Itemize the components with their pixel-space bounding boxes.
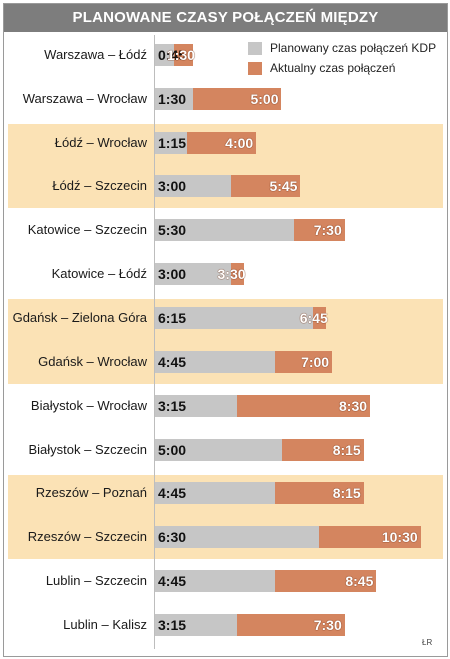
- actual-value-label: 5:00: [250, 90, 279, 107]
- row-label: Lublin – Szczecin: [45, 573, 147, 589]
- bar-actual: [173, 43, 193, 66]
- row-label: Rzeszów – Poznań: [35, 485, 147, 501]
- planned-value-label: 3:00: [158, 266, 187, 283]
- bar-actual: [230, 175, 301, 198]
- row-label: Łódź – Wrocław: [54, 134, 147, 150]
- bar-actual: [281, 438, 364, 461]
- planned-value-label: 1:15: [158, 134, 187, 151]
- planned-value-label: 4:45: [158, 353, 187, 370]
- row-label: Gdańsk – Wrocław: [38, 353, 147, 369]
- planned-value-label: 6:30: [158, 529, 187, 546]
- bar-planned: [155, 482, 276, 505]
- row-label: Rzeszów – Szczecin: [27, 529, 147, 545]
- row-label: Katowice – Szczecin: [27, 222, 147, 238]
- actual-value-label: 1:30: [166, 46, 195, 63]
- axis-line: [154, 35, 155, 649]
- actual-value-label: 8:45: [345, 573, 374, 590]
- planned-value-label: 3:15: [158, 397, 187, 414]
- actual-value-label: 7:30: [313, 616, 342, 633]
- chart-frame: PLANOWANE CZASY POŁĄCZEŃ MIĘDZY AGLOMERA…: [3, 3, 448, 657]
- planned-value-label: 6:15: [158, 310, 187, 327]
- bar-actual: [319, 526, 421, 549]
- bar-actual: [275, 350, 333, 373]
- actual-value-label: 10:30: [381, 529, 418, 546]
- bar-actual: [313, 307, 326, 330]
- actual-value-label: 8:30: [339, 397, 368, 414]
- actual-value-label: 7:30: [313, 222, 342, 239]
- planned-value-label: 0:45: [158, 46, 187, 63]
- legend-label-actual: Aktualny czas połączeń: [270, 61, 396, 75]
- bar-planned: [155, 570, 276, 593]
- bar-planned: [155, 43, 174, 66]
- bar-actual: [275, 482, 364, 505]
- bar-planned: [155, 219, 295, 242]
- planned-value-label: 5:00: [158, 441, 187, 458]
- bar-planned: [155, 350, 276, 373]
- bar-planned: [155, 263, 231, 286]
- planned-value-label: 4:45: [158, 573, 187, 590]
- bar-planned: [155, 526, 320, 549]
- bar-planned: [155, 131, 187, 154]
- legend-swatch-planned: [248, 42, 262, 55]
- actual-value-label: 3:30: [217, 266, 246, 283]
- planned-value-label: 3:00: [158, 178, 187, 195]
- legend-swatch-actual: [248, 62, 262, 75]
- chart-title: PLANOWANE CZASY POŁĄCZEŃ MIĘDZY AGLOMERA…: [4, 4, 447, 54]
- bar-actual: [230, 263, 244, 286]
- actual-value-label: 4:00: [225, 134, 254, 151]
- actual-value-label: 8:15: [332, 441, 361, 458]
- row-label: Warszawa – Wrocław: [22, 90, 147, 106]
- legend-label-planned: Planowany czas połączeń KDP: [270, 41, 437, 55]
- actual-value-label: 8:15: [332, 485, 361, 502]
- row-label: Katowice – Łódź: [51, 266, 147, 282]
- row-label: Warszawa – Łódź: [44, 46, 147, 62]
- row-label: Białystok – Wrocław: [30, 397, 147, 413]
- row-label: Łódź – Szczecin: [52, 178, 147, 194]
- bar-planned: [155, 613, 238, 636]
- bar-actual: [294, 219, 345, 242]
- bar-planned: [155, 307, 314, 330]
- bar-planned: [155, 175, 231, 198]
- actual-value-label: 6:45: [299, 310, 328, 327]
- credit: ŁR: [422, 638, 433, 647]
- bar-actual: [186, 131, 257, 154]
- bar-actual: [192, 87, 282, 110]
- bar-actual: [237, 613, 345, 636]
- planned-value-label: 3:15: [158, 616, 187, 633]
- planned-value-label: 5:30: [158, 222, 187, 239]
- row-label: Gdańsk – Zielona Góra: [12, 310, 147, 326]
- bar-actual: [237, 394, 371, 417]
- actual-value-label: 7:00: [301, 353, 330, 370]
- row-label: Białystok – Szczecin: [28, 441, 148, 457]
- actual-value-label: 5:45: [269, 178, 298, 195]
- planned-value-label: 4:45: [158, 485, 187, 502]
- row-label: Lublin – Kalisz: [63, 616, 147, 632]
- bar-planned: [155, 394, 238, 417]
- bar-actual: [275, 570, 377, 593]
- bar-planned: [155, 87, 193, 110]
- bar-planned: [155, 438, 282, 461]
- planned-value-label: 1:30: [158, 90, 187, 107]
